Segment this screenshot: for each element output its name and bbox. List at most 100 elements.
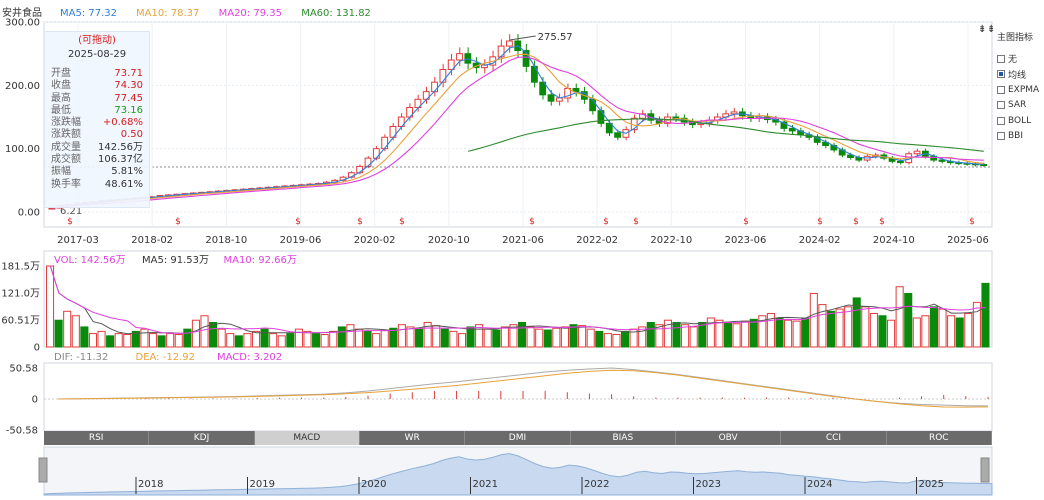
ma10-line	[52, 53, 984, 209]
volume-bar	[947, 315, 956, 348]
tooltip-row: 最高 77.45	[45, 93, 149, 105]
tab-macd[interactable]: MACD	[254, 431, 360, 445]
tab-wr[interactable]: WR	[359, 431, 466, 445]
volume-bar	[88, 333, 97, 348]
tooltip-row: 成交量 142.56万	[45, 142, 149, 154]
volume-bar	[681, 324, 690, 348]
time-tick-label: 2017-03	[57, 235, 99, 246]
volume-bar	[148, 333, 158, 348]
navigator-year-label: 2022	[584, 479, 609, 490]
time-tick-label: 2024-10	[873, 235, 915, 246]
volume-bar	[595, 330, 604, 348]
volume-bar	[372, 333, 381, 348]
time-tick-label: 2020-10	[428, 235, 470, 246]
tab-bias[interactable]: BIAS	[570, 431, 676, 445]
volume-bar	[492, 329, 501, 348]
volume-bar	[174, 334, 183, 348]
volume-bar	[354, 328, 364, 348]
tooltip-row-key: 涨跌幅	[51, 117, 81, 129]
checkbox-icon[interactable]	[997, 54, 1005, 63]
volume-bar	[784, 319, 793, 348]
checkbox-icon[interactable]	[997, 132, 1005, 141]
checkbox-icon[interactable]	[997, 101, 1005, 110]
volume-bar	[449, 330, 458, 348]
tooltip-row: 成交额 106.37亿	[45, 154, 149, 166]
volume-bar	[552, 327, 561, 348]
navigator-left-handle[interactable]	[38, 457, 48, 483]
volume-bar	[904, 292, 913, 348]
tab-dmi[interactable]: DMI	[465, 431, 571, 445]
time-tick-label: 2019-06	[280, 235, 322, 246]
candle-body	[522, 50, 530, 67]
tab-cci[interactable]: CCI	[781, 431, 887, 445]
navigator-year-label: 2018	[138, 479, 163, 490]
checkbox-icon[interactable]	[997, 85, 1005, 94]
main-indicator-option[interactable]: 均线	[997, 67, 1044, 83]
candle-body	[547, 94, 555, 102]
volume-bar	[801, 317, 810, 348]
volume-bar	[620, 330, 630, 348]
main-indicator-option[interactable]: BBI	[997, 129, 1044, 145]
time-tick-label: 2022-10	[650, 235, 692, 246]
tooltip-row-value: 5.81%	[111, 166, 143, 178]
time-tick-label: 2020-02	[354, 235, 396, 246]
main-indicator-option[interactable]: SAR	[997, 98, 1044, 114]
volume-bar	[938, 308, 947, 348]
tab-roc[interactable]: ROC	[886, 431, 992, 445]
time-tick-label: 2025-06	[947, 235, 989, 246]
tooltip-row: 最低 73.16	[45, 105, 149, 117]
tab-rsi[interactable]: RSI	[44, 431, 150, 445]
candle-body	[431, 81, 438, 93]
volume-bar	[912, 317, 921, 348]
volume-bar	[166, 333, 175, 348]
main-indicator-option-label: BBI	[1008, 131, 1024, 142]
navigator-year-label: 2019	[250, 479, 275, 490]
volume-bar	[46, 265, 55, 348]
volume-bar	[663, 319, 672, 348]
navigator-year-label: 2021	[473, 479, 498, 490]
low-price-label: 6.21	[60, 206, 82, 217]
main-indicator-option[interactable]: EXPMA	[997, 82, 1044, 98]
tab-kdj[interactable]: KDJ	[149, 431, 255, 445]
tab-obv[interactable]: OBV	[675, 431, 782, 445]
volume-bar	[63, 310, 72, 348]
main-indicator-title: 主图指标	[997, 33, 1034, 43]
volume-bar	[346, 324, 355, 348]
navigator-area	[43, 453, 993, 496]
volume-bar	[466, 326, 475, 348]
ohlc-tooltip-panel[interactable]: (可拖动) 2025-08-29 开盘 73.71 收盘 74.30 最高 77.45 最低…	[44, 31, 150, 208]
volume-bar	[406, 326, 415, 348]
volume-bar	[672, 321, 681, 348]
candle-body	[589, 98, 597, 112]
volume-bar	[432, 325, 441, 348]
tooltip-row-key: 最低	[51, 104, 71, 116]
navigator-right-handle[interactable]	[980, 457, 990, 483]
candle-body	[497, 45, 505, 58]
tooltip-row-key: 振幅	[51, 166, 71, 178]
tooltip-row: 涨跌幅 +0.68%	[45, 117, 149, 129]
volume-bar	[123, 334, 132, 348]
navigator-year-label: 2023	[696, 479, 721, 490]
tooltip-row-value: 142.56万	[98, 141, 143, 153]
candle-body	[780, 121, 788, 129]
price-tick-label: 200.00	[5, 81, 40, 92]
tooltip-row: 振幅 5.81%	[45, 166, 149, 178]
dividend-marker-icon: $	[399, 217, 405, 227]
tooltip-row-key: 开盘	[51, 68, 71, 79]
volume-bar	[54, 319, 63, 348]
volume-bar	[972, 301, 981, 348]
main-indicator-option[interactable]: BOLL	[997, 113, 1044, 129]
tooltip-row-key: 收盘	[51, 80, 71, 92]
tooltip-row-key: 换手率	[51, 178, 81, 190]
volume-bar	[569, 324, 578, 348]
volume-bar	[475, 324, 484, 348]
volume-bar	[518, 321, 527, 348]
volume-bar	[844, 306, 853, 348]
checkbox-icon[interactable]	[997, 70, 1005, 79]
macd-dif-line	[57, 367, 989, 407]
checkbox-icon[interactable]	[997, 116, 1005, 125]
main-indicator-option[interactable]: 无	[997, 51, 1044, 67]
macd-tick-label: -50.58	[6, 426, 38, 437]
volume-bar	[320, 334, 329, 348]
